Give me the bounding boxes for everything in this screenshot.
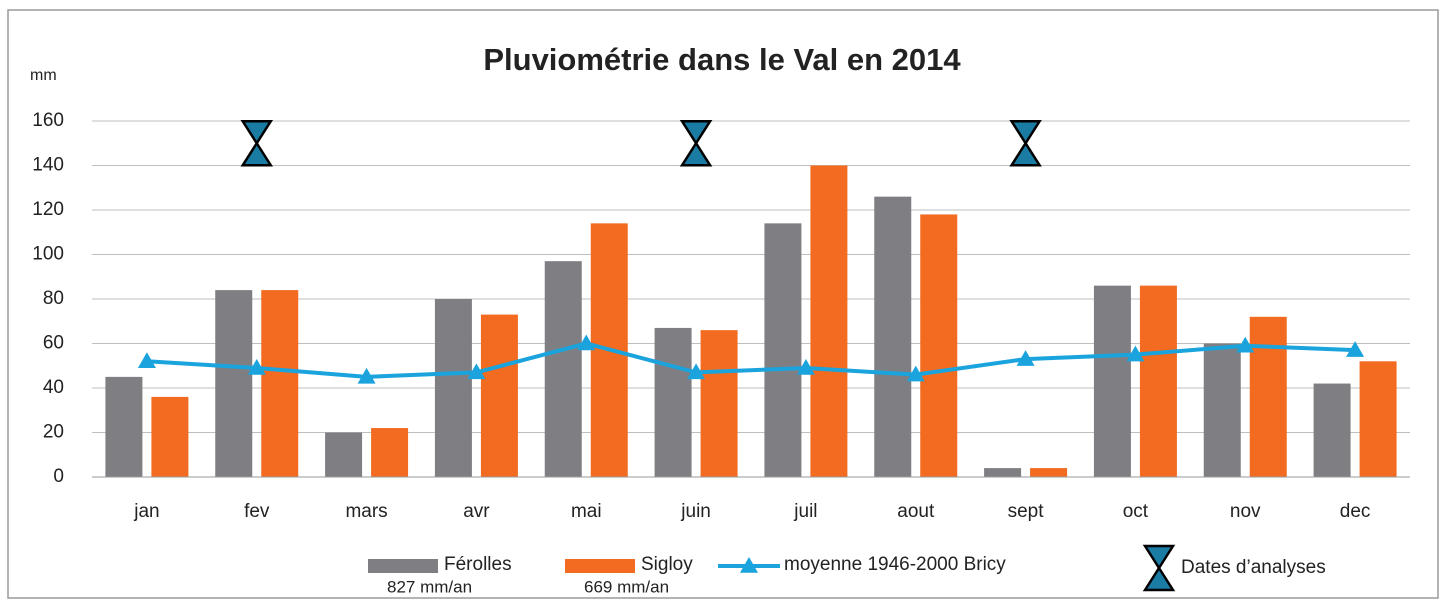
- bar: [325, 432, 363, 477]
- bar: [261, 290, 299, 477]
- x-tick-label: oct: [1123, 501, 1149, 522]
- bar: [764, 223, 802, 477]
- bar: [1313, 383, 1351, 477]
- x-tick-label: sept: [1008, 501, 1045, 522]
- line-marker: [1346, 341, 1365, 357]
- chart-title: Pluviométrie dans le Val en 2014: [483, 42, 961, 77]
- y-tick-label: 40: [43, 377, 64, 398]
- line-marker: [357, 367, 376, 384]
- bar: [151, 396, 189, 477]
- bar: [920, 214, 958, 477]
- y-tick-label: 0: [53, 466, 64, 487]
- bar: [984, 468, 1022, 477]
- line-marker: [796, 358, 815, 375]
- x-tick-label: dec: [1340, 501, 1371, 522]
- line-marker: [906, 365, 925, 382]
- bar: [215, 290, 253, 477]
- bar: [1139, 285, 1177, 477]
- x-tick-label: avr: [463, 501, 490, 522]
- x-tick-label: juil: [793, 501, 817, 522]
- y-tick-label: 160: [32, 110, 64, 131]
- legend-note: 827 mm/an: [387, 577, 472, 596]
- hourglass-marker: [679, 120, 713, 167]
- bar: [654, 327, 692, 477]
- y-tick-label: 140: [32, 155, 64, 176]
- bar: [1203, 343, 1241, 477]
- y-tick-label: 80: [43, 288, 64, 309]
- legend-swatch: [368, 559, 438, 573]
- hourglass-marker: [1009, 120, 1042, 167]
- y-tick-label: 100: [32, 244, 64, 265]
- legend-note: 669 mm/an: [584, 577, 669, 596]
- x-tick-label: jan: [133, 501, 159, 522]
- y-tick-label: 60: [43, 333, 64, 354]
- y-tick-label: 120: [32, 199, 64, 220]
- legend-label: Sigloy: [641, 554, 693, 575]
- x-tick-label: fev: [244, 501, 270, 522]
- legend-label: Férolles: [444, 554, 512, 575]
- legend-label: Dates d’analyses: [1181, 557, 1326, 578]
- bar: [810, 165, 848, 477]
- line-marker: [247, 358, 266, 375]
- bar: [1359, 361, 1397, 477]
- bar: [1030, 468, 1068, 477]
- legend-marker: [740, 557, 758, 573]
- bar: [544, 261, 582, 477]
- legend-swatch: [565, 559, 635, 573]
- bar: [1093, 285, 1131, 477]
- line-marker: [1016, 350, 1035, 366]
- bar: [700, 330, 738, 477]
- y-tick-label: 20: [43, 422, 64, 443]
- y-axis-label: mm: [30, 67, 57, 84]
- x-tick-label: juin: [680, 501, 711, 522]
- legend-label: moyenne 1946-2000 Bricy: [784, 554, 1006, 575]
- line-marker: [577, 334, 596, 351]
- line-marker: [467, 363, 486, 380]
- x-tick-label: mars: [345, 501, 387, 522]
- line-marker: [1126, 345, 1145, 362]
- bar: [434, 299, 472, 477]
- line-marker: [1236, 336, 1255, 353]
- bar: [874, 196, 912, 477]
- x-tick-label: nov: [1230, 501, 1261, 522]
- bar: [371, 428, 409, 477]
- bar: [480, 314, 518, 477]
- legend-marker: [1142, 544, 1176, 592]
- line-marker: [687, 363, 706, 380]
- bar: [1249, 316, 1287, 477]
- chart-frame: [7, 9, 1439, 599]
- bar: [105, 376, 143, 477]
- x-tick-label: mai: [571, 501, 602, 522]
- hourglass-marker: [240, 120, 274, 167]
- line-marker: [137, 352, 156, 369]
- x-tick-label: aout: [897, 501, 935, 522]
- line: [146, 341, 1356, 379]
